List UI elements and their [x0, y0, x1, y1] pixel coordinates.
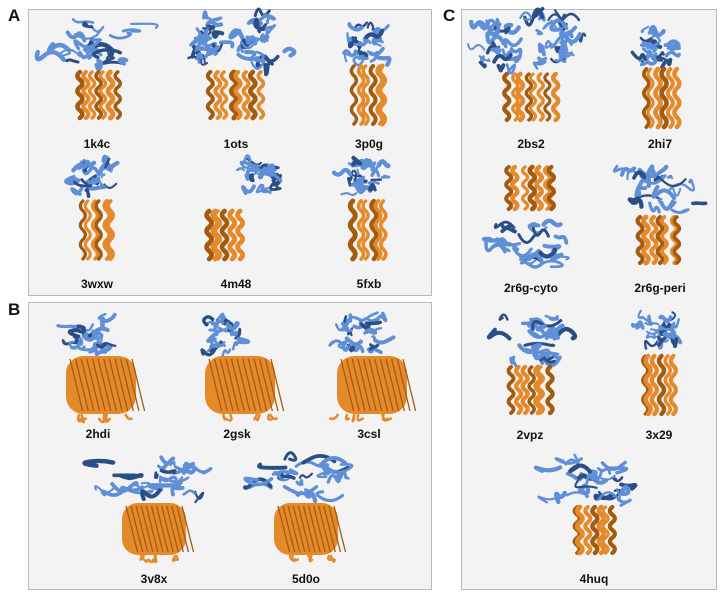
caption-3p0g: 3p0g: [354, 137, 384, 151]
struct-3x29-ribbon: [630, 309, 683, 417]
struct-4huq: [533, 453, 638, 556]
struct-2hi7: [630, 25, 682, 130]
struct-5fxb: [331, 155, 391, 262]
caption-4huq: 4huq: [579, 572, 609, 586]
struct-2gsk: [200, 312, 285, 422]
struct-2vpz-ribbon: [486, 313, 578, 416]
caption-3v8x: 3v8x: [140, 572, 168, 586]
struct-5d0o: [243, 451, 354, 563]
struct-3wxw: [64, 154, 120, 261]
caption-3x29: 3x29: [645, 428, 673, 442]
struct-2r6g-cyto-ribbon: [481, 164, 570, 269]
struct-1k4c: [34, 18, 159, 121]
struct-3p0g: [342, 21, 392, 127]
struct-3v8x: [82, 455, 213, 564]
struct-4m48: [204, 154, 283, 262]
struct-1ots: [187, 7, 297, 121]
panel-c-label: C: [443, 6, 456, 25]
struct-2gsk-ribbon: [200, 312, 285, 422]
struct-3csl: [328, 311, 417, 423]
struct-2bs2-ribbon: [467, 6, 587, 123]
caption-4m48: 4m48: [220, 277, 252, 291]
struct-2r6g-cyto: [481, 164, 570, 269]
caption-3csl: 3csl: [357, 427, 381, 441]
struct-2hdi: [56, 312, 146, 424]
caption-5d0o: 5d0o: [291, 572, 321, 586]
struct-2vpz: [486, 313, 578, 416]
caption-2r6g-cyto: 2r6g-cyto: [503, 281, 559, 295]
panel-a-label: A: [8, 6, 21, 25]
struct-2hi7-ribbon: [630, 25, 682, 130]
struct-5d0o-ribbon: [243, 451, 354, 563]
struct-2hdi-ribbon: [56, 312, 146, 424]
struct-1k4c-ribbon: [34, 18, 159, 121]
caption-2bs2: 2bs2: [517, 137, 545, 151]
struct-2bs2: [467, 6, 587, 123]
struct-3p0g-ribbon: [342, 21, 392, 127]
struct-2r6g-peri-ribbon: [612, 164, 708, 266]
struct-3v8x-ribbon: [82, 455, 213, 564]
caption-3wxw: 3wxw: [80, 277, 114, 291]
struct-5fxb-ribbon: [331, 155, 391, 262]
struct-3csl-ribbon: [328, 311, 417, 423]
struct-3x29: [630, 309, 683, 417]
struct-3wxw-ribbon: [64, 154, 120, 261]
caption-2hi7: 2hi7: [647, 137, 673, 151]
panel-b-label: B: [8, 300, 21, 319]
caption-2gsk: 2gsk: [223, 427, 251, 441]
caption-5fxb: 5fxb: [356, 277, 382, 291]
caption-1k4c: 1k4c: [83, 137, 111, 151]
struct-2r6g-peri: [612, 164, 708, 266]
caption-2r6g-peri: 2r6g-peri: [634, 281, 686, 295]
struct-1ots-ribbon: [187, 7, 297, 121]
struct-4m48-ribbon: [204, 154, 283, 262]
caption-2hdi: 2hdi: [85, 427, 111, 441]
caption-2vpz: 2vpz: [516, 428, 544, 442]
struct-4huq-ribbon: [533, 453, 638, 556]
caption-1ots: 1ots: [223, 137, 249, 151]
